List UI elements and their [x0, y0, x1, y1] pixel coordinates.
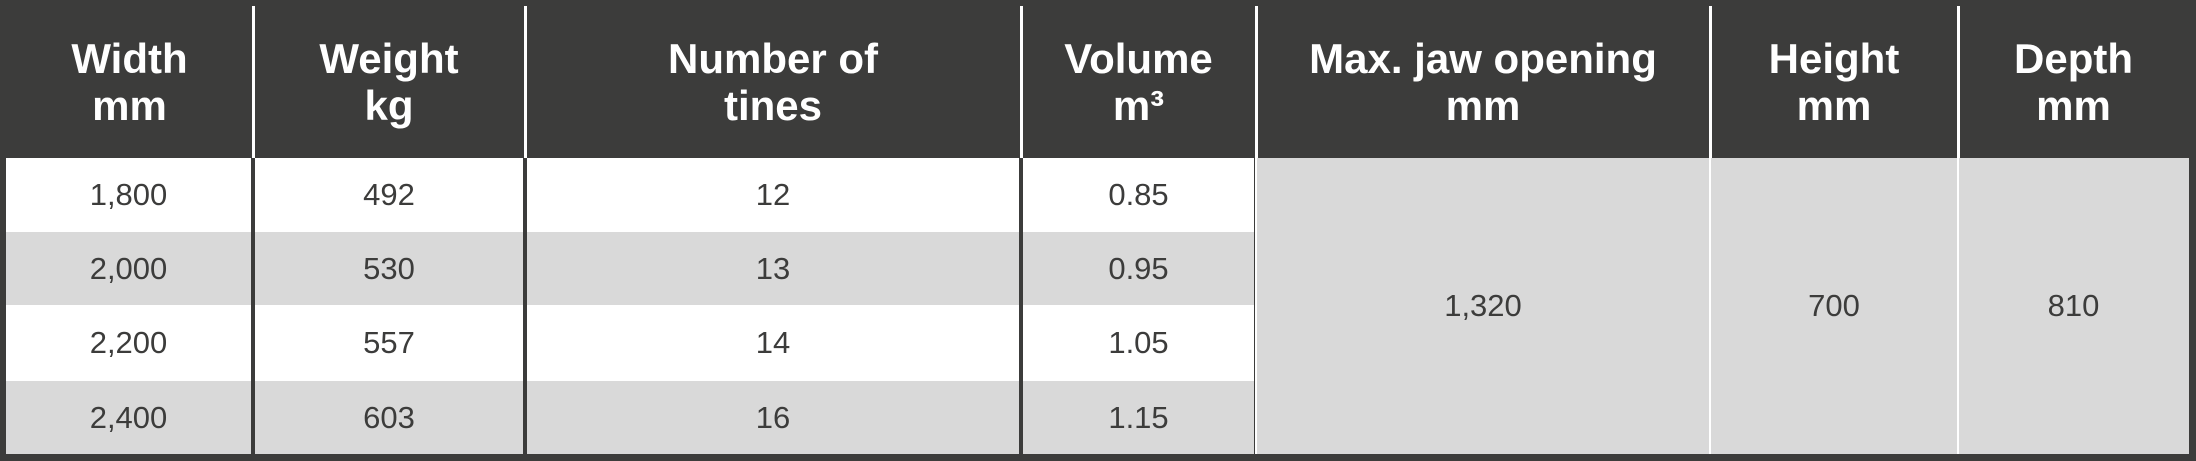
table-cell: 492 — [255, 158, 523, 232]
header-text: Weight — [319, 34, 459, 82]
header-divider — [1255, 6, 1258, 158]
cell-text: 16 — [755, 399, 791, 435]
cell-text: 603 — [363, 399, 415, 435]
cell-text: 2,200 — [89, 325, 168, 360]
cell-text: 0.95 — [1108, 250, 1169, 286]
table-cell: 1.15 — [1023, 381, 1254, 454]
header-cell: Number of tines — [525, 6, 1021, 158]
table-cell: 2,400 — [6, 381, 251, 454]
header-text: Max. jaw opening — [1309, 34, 1657, 82]
table-cell: 1.05 — [1023, 305, 1254, 381]
table-cell: 530 — [255, 232, 523, 305]
header-cell: Max. jaw opening mm — [1256, 6, 1710, 158]
header-text: Volume — [1064, 34, 1213, 82]
header-divider — [252, 6, 255, 158]
cell-text: 2,400 — [89, 399, 168, 435]
header-divider — [1709, 6, 1712, 158]
header-text: kg — [364, 82, 414, 129]
merged-cell: 1,320 — [1256, 158, 1710, 454]
table-cell: 16 — [527, 381, 1019, 454]
table-cell: 603 — [255, 381, 523, 454]
cell-text: 1.05 — [1108, 325, 1169, 360]
cell-text: 700 — [1808, 288, 1860, 323]
cell-divider — [1255, 158, 1257, 454]
header-text: Number of — [668, 34, 878, 82]
cell-text: 1.15 — [1108, 399, 1169, 435]
table-cell: 0.95 — [1023, 232, 1254, 305]
table-cell: 14 — [527, 305, 1019, 381]
header-text: Height — [1768, 34, 1900, 82]
cell-text: 1,800 — [89, 177, 168, 212]
cell-divider — [1709, 158, 1711, 454]
header-text: m³ — [1112, 82, 1165, 129]
header-divider — [1020, 6, 1023, 158]
header-text: mm — [1445, 82, 1521, 129]
cell-text: 2,000 — [89, 250, 168, 286]
header-cell: Height mm — [1710, 6, 1958, 158]
cell-text: 810 — [2047, 288, 2100, 323]
table-cell: 1,800 — [6, 158, 251, 232]
header-text: mm — [92, 82, 167, 129]
cell-text: 14 — [755, 325, 791, 360]
cell-text: 1,320 — [1444, 288, 1522, 323]
cell-text: 13 — [755, 250, 791, 286]
table-cell: 2,000 — [6, 232, 251, 305]
header-cell: Width mm — [6, 6, 253, 158]
header-text: Width — [71, 34, 188, 82]
cell-divider — [1957, 158, 1959, 454]
header-text: Depth — [2014, 34, 2133, 82]
table-cell: 0.85 — [1023, 158, 1254, 232]
header-cell: Depth mm — [1958, 6, 2189, 158]
header-divider — [1957, 6, 1960, 158]
header-cell: Weight kg — [253, 6, 525, 158]
cell-text: 0.85 — [1108, 177, 1169, 212]
table-cell: 557 — [255, 305, 523, 381]
cell-text: 12 — [755, 177, 791, 212]
header-text: mm — [2036, 82, 2111, 129]
merged-cell: 700 — [1710, 158, 1958, 454]
table-cell: 13 — [527, 232, 1019, 305]
table-cell: 12 — [527, 158, 1019, 232]
table-cell: 2,200 — [6, 305, 251, 381]
cell-text: 557 — [363, 325, 415, 360]
header-text: mm — [1796, 82, 1872, 129]
header-divider — [524, 6, 527, 158]
merged-cell: 810 — [1958, 158, 2189, 454]
header-text: tines — [723, 82, 823, 129]
cell-text: 492 — [363, 177, 415, 212]
cell-text: 530 — [363, 250, 415, 286]
header-cell: Volume m³ — [1021, 6, 1256, 158]
